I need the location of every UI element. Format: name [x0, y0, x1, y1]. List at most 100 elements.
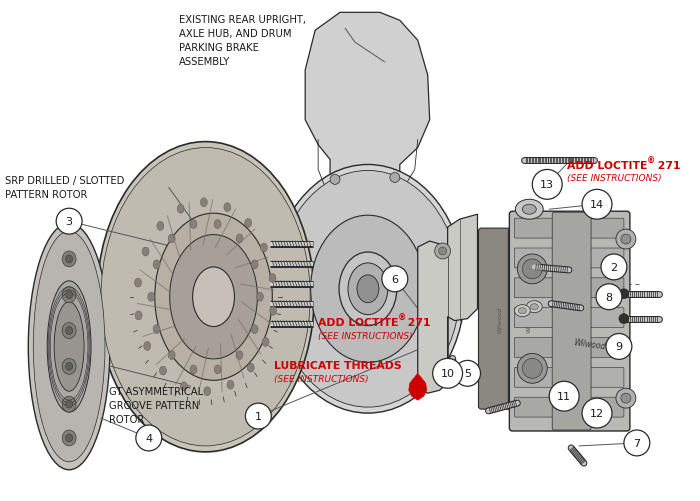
Text: PATTERN ROTOR: PATTERN ROTOR [6, 190, 87, 200]
Circle shape [435, 371, 451, 386]
Ellipse shape [339, 253, 397, 326]
Ellipse shape [526, 301, 542, 313]
Text: 271: 271 [404, 317, 430, 327]
Circle shape [624, 430, 650, 456]
Ellipse shape [271, 165, 465, 413]
Circle shape [390, 173, 400, 183]
Text: ®: ® [647, 156, 655, 165]
Ellipse shape [66, 256, 73, 264]
Ellipse shape [134, 279, 141, 288]
Circle shape [439, 247, 447, 256]
Ellipse shape [204, 387, 211, 396]
FancyBboxPatch shape [514, 397, 624, 417]
Ellipse shape [153, 261, 160, 270]
Ellipse shape [247, 363, 254, 372]
Ellipse shape [148, 293, 155, 302]
Ellipse shape [269, 274, 276, 283]
Ellipse shape [66, 291, 73, 299]
Text: 7: 7 [634, 438, 640, 448]
Polygon shape [418, 215, 477, 393]
Circle shape [454, 361, 480, 386]
Text: EXISTING REAR UPRIGHT,: EXISTING REAR UPRIGHT, [178, 16, 306, 25]
Circle shape [433, 359, 463, 388]
Ellipse shape [251, 261, 258, 270]
Text: 3: 3 [66, 217, 73, 227]
Text: Wilwood: Wilwood [573, 337, 605, 351]
FancyBboxPatch shape [508, 228, 550, 409]
Ellipse shape [168, 351, 175, 360]
Text: 4: 4 [145, 433, 153, 443]
Circle shape [517, 354, 547, 383]
Circle shape [517, 255, 547, 284]
Ellipse shape [66, 434, 73, 442]
Text: Wilwood: Wilwood [527, 306, 532, 332]
Ellipse shape [276, 171, 460, 407]
Polygon shape [305, 14, 430, 220]
FancyBboxPatch shape [514, 338, 624, 358]
Ellipse shape [155, 214, 272, 381]
Ellipse shape [190, 365, 197, 374]
Circle shape [601, 255, 627, 280]
Ellipse shape [142, 247, 149, 257]
Text: 2: 2 [610, 263, 617, 273]
FancyBboxPatch shape [510, 212, 630, 431]
Ellipse shape [262, 338, 269, 347]
Text: 5: 5 [464, 369, 471, 379]
Text: 8: 8 [606, 292, 612, 302]
Ellipse shape [97, 142, 314, 452]
Ellipse shape [62, 396, 76, 412]
Ellipse shape [153, 325, 160, 334]
Circle shape [596, 284, 622, 310]
Text: PARKING BRAKE: PARKING BRAKE [178, 43, 258, 53]
Circle shape [616, 229, 636, 249]
Text: 14: 14 [590, 200, 604, 210]
Ellipse shape [135, 311, 142, 320]
Ellipse shape [256, 293, 263, 302]
FancyBboxPatch shape [514, 278, 624, 298]
Text: Wilwood: Wilwood [497, 306, 502, 332]
Circle shape [619, 289, 629, 299]
Circle shape [619, 314, 629, 324]
Circle shape [382, 267, 408, 292]
Ellipse shape [245, 219, 252, 228]
Text: ®: ® [398, 313, 406, 322]
Ellipse shape [169, 235, 258, 359]
Ellipse shape [34, 231, 105, 462]
Ellipse shape [260, 243, 267, 253]
Ellipse shape [62, 430, 76, 446]
Ellipse shape [348, 264, 388, 315]
Text: 10: 10 [440, 369, 454, 379]
Circle shape [616, 388, 636, 408]
Circle shape [582, 190, 612, 220]
Text: (SEE INSTRUCTIONS): (SEE INSTRUCTIONS) [318, 331, 413, 340]
Text: 271: 271 [654, 160, 680, 170]
Ellipse shape [227, 380, 234, 389]
Ellipse shape [160, 366, 167, 375]
Text: (SEE INSTRUCTIONS): (SEE INSTRUCTIONS) [567, 174, 661, 183]
FancyBboxPatch shape [479, 228, 520, 409]
Ellipse shape [236, 351, 243, 360]
Ellipse shape [214, 365, 221, 374]
Circle shape [550, 381, 579, 411]
Ellipse shape [193, 268, 235, 327]
Circle shape [621, 234, 631, 244]
Ellipse shape [157, 222, 164, 231]
Ellipse shape [515, 200, 543, 220]
Ellipse shape [101, 148, 310, 446]
Ellipse shape [357, 276, 379, 303]
Circle shape [439, 375, 447, 382]
Text: ROTOR: ROTOR [109, 414, 144, 424]
Ellipse shape [62, 359, 76, 375]
Text: 1: 1 [255, 411, 262, 421]
FancyBboxPatch shape [514, 368, 624, 387]
Ellipse shape [181, 382, 188, 391]
FancyBboxPatch shape [552, 213, 591, 430]
Circle shape [522, 359, 543, 379]
Ellipse shape [62, 287, 76, 303]
Text: GROOVE PATTERN: GROOVE PATTERN [109, 400, 200, 410]
Circle shape [522, 260, 543, 279]
Text: 12: 12 [590, 408, 604, 418]
Ellipse shape [47, 281, 91, 412]
Text: SRP DRILLED / SLOTTED: SRP DRILLED / SLOTTED [6, 176, 125, 186]
Circle shape [532, 170, 562, 200]
